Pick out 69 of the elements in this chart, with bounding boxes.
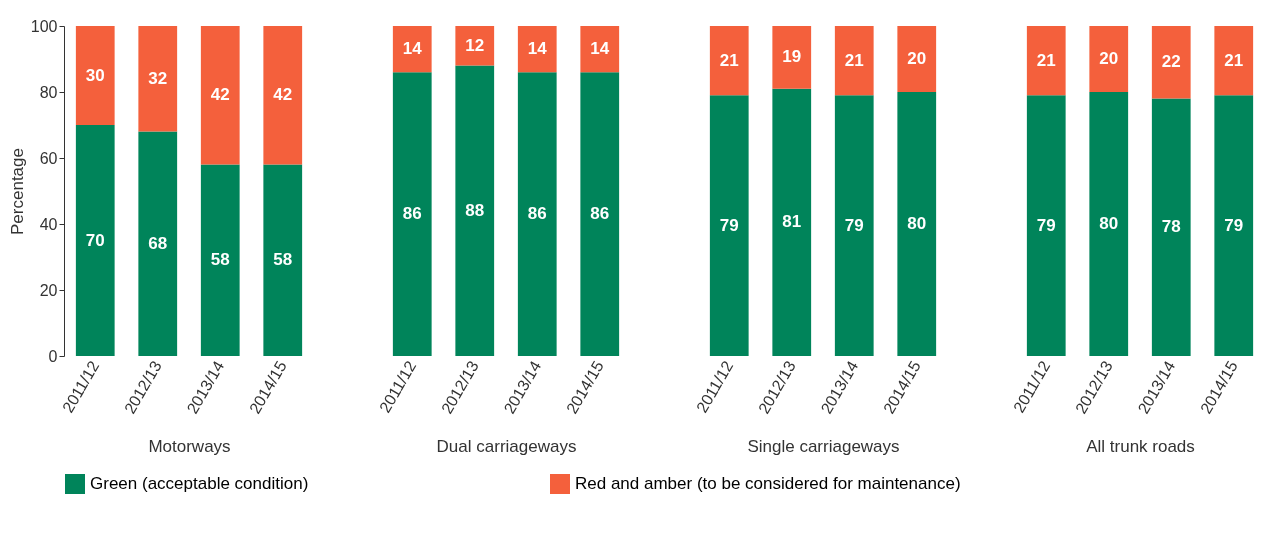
y-tick-label: 60 (39, 149, 58, 167)
data-label: 79 (844, 215, 864, 235)
y-tick-label: 100 (30, 17, 58, 35)
data-label: 79 (1036, 215, 1056, 235)
data-label: 86 (402, 204, 422, 224)
data-label: 30 (85, 65, 105, 85)
y-axis-title: Percentage (7, 148, 27, 235)
bar (897, 26, 937, 92)
data-label: 80 (1099, 214, 1119, 233)
data-label: 42 (210, 85, 230, 105)
bar (709, 95, 749, 356)
data-label: 19 (782, 47, 802, 67)
x-axis-title: Single carriageways (747, 436, 900, 456)
bar (263, 164, 303, 356)
bar (772, 88, 812, 356)
data-label: 70 (85, 230, 105, 250)
bar (75, 125, 115, 356)
x-axis-title: Dual carriageways (436, 436, 577, 456)
data-label: 42 (273, 85, 293, 105)
bar (1214, 95, 1254, 356)
bar (138, 131, 178, 356)
data-label: 79 (719, 215, 739, 235)
data-label: 21 (1036, 50, 1056, 70)
bar (75, 26, 115, 125)
legend-label: Green (acceptable condition) (90, 474, 309, 493)
data-label: 86 (590, 204, 610, 224)
x-axis-title: All trunk roads (1086, 436, 1195, 456)
y-tick-label: 80 (39, 83, 58, 101)
bar (834, 95, 874, 356)
data-label: 21 (1224, 50, 1244, 70)
data-label: 32 (148, 68, 168, 88)
data-label: 20 (907, 49, 927, 68)
y-tick-label: 20 (39, 281, 58, 299)
bar (834, 26, 874, 96)
bar (1089, 26, 1129, 92)
data-label: 12 (465, 35, 485, 55)
bar (1151, 98, 1191, 356)
data-label: 21 (719, 50, 739, 70)
bar (709, 26, 749, 96)
bar (772, 26, 812, 89)
data-label: 14 (402, 39, 423, 59)
bar (1026, 95, 1066, 356)
bar (1214, 26, 1254, 96)
y-tick-label: 40 (39, 215, 58, 233)
data-label: 80 (907, 214, 927, 233)
data-label: 21 (844, 50, 864, 70)
data-label: 14 (590, 39, 610, 59)
bar (138, 26, 178, 132)
data-label: 68 (148, 233, 168, 253)
data-label: 86 (527, 204, 547, 224)
bar (1089, 92, 1129, 356)
legend-label: Red and amber (to be considered for maintenance) (575, 474, 961, 493)
data-label: 58 (210, 250, 230, 270)
bar (1026, 26, 1066, 96)
bar (1151, 26, 1191, 99)
x-axis-title: Motorways (148, 436, 231, 456)
data-label: 81 (782, 212, 802, 232)
bar (897, 92, 937, 356)
bar (263, 26, 303, 165)
data-label: 78 (1161, 217, 1181, 237)
data-label: 14 (527, 39, 548, 59)
data-label: 88 (465, 200, 485, 220)
data-label: 20 (1099, 49, 1119, 68)
bar (200, 164, 240, 356)
y-tick-label: 0 (48, 347, 58, 365)
data-label: 22 (1161, 52, 1181, 72)
bar (200, 26, 240, 165)
data-label: 58 (273, 250, 293, 270)
data-label: 79 (1224, 215, 1244, 235)
